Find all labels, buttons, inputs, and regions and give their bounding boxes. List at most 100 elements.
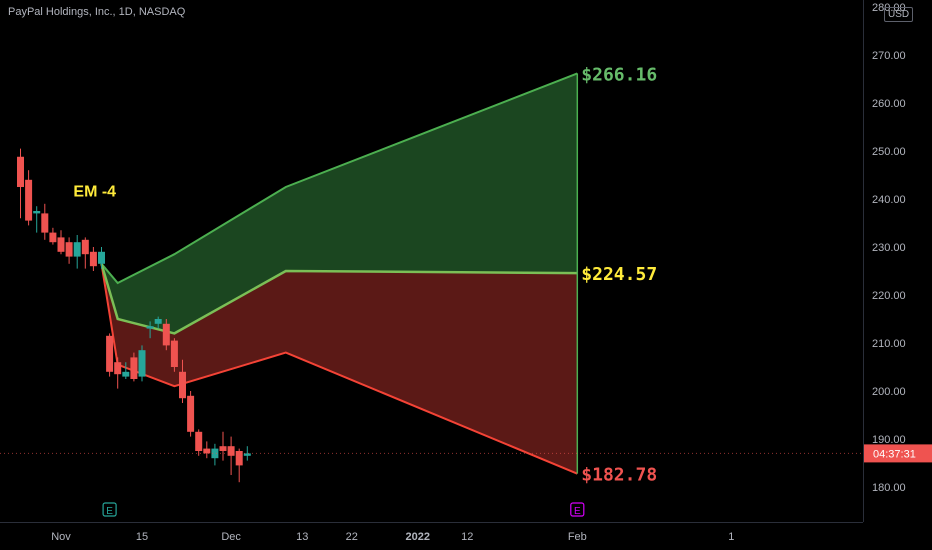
candle [73,235,81,269]
candle [219,431,227,461]
candle-body [195,431,203,451]
candle [57,230,65,255]
candle-body [81,239,89,255]
candle-body [179,371,186,399]
candle-body [211,448,219,459]
candle [146,321,154,339]
em-annotation: EM -4 [73,184,116,201]
candle [114,357,122,389]
candle [130,352,138,382]
x-tick-label: Nov [51,531,71,543]
candle [179,359,186,403]
candle [106,333,114,377]
candle [17,148,24,219]
candle-body [187,395,195,432]
chart-title: PayPal Holdings, Inc., 1D, NASDAQ [8,6,186,18]
upper-band-fill [101,73,578,334]
candle-body [227,446,235,456]
y-tick-label: 190.00 [872,434,906,446]
band-labels: EM -4 $266.16 $224.57 $182.78 [73,64,657,485]
candle [98,247,105,269]
candle [211,443,219,466]
candle [170,338,178,372]
candle [187,391,195,437]
candle [41,203,49,240]
currency-button[interactable]: USD [884,7,914,22]
candle-body [106,335,114,372]
candle [235,448,243,483]
candle [154,316,162,329]
earnings-marker: E [102,502,117,517]
x-tick-label: 2022 [406,531,430,543]
candle-body [41,213,49,233]
y-tick-label: 180.00 [872,482,906,494]
candle-body [162,323,170,346]
candle-body [130,357,138,379]
expected-move-bands [100,72,579,475]
candle-body [243,453,251,456]
y-tick-label: 210.00 [872,338,906,350]
candle [243,446,251,461]
candle-body [89,251,97,267]
lower-band-fill [101,263,578,474]
y-tick-label: 270.00 [872,50,906,62]
x-tick-label: 12 [461,531,473,543]
x-tick-label: 13 [296,531,308,543]
candle [122,362,130,379]
y-tick-label: 250.00 [872,146,906,158]
x-tick-label: 1 [728,531,734,543]
x-tick-label: 22 [346,531,358,543]
candle-body [17,156,24,187]
candle [138,345,146,382]
candle-body [33,211,41,214]
candlestick-series [17,148,251,483]
countdown-label: 04:37:31 [873,448,916,460]
candle-body [203,448,211,454]
y-tick-label: 220.00 [872,290,906,302]
candle-body [73,242,81,257]
earnings-marker-box [570,502,585,517]
earnings-marker-label: E [106,506,113,517]
y-tick-label: 260.00 [872,98,906,110]
candle [203,441,211,459]
candle [162,319,170,351]
candle [195,429,203,456]
candle-body [219,446,227,451]
y-tick-label: 280.00 [872,2,906,14]
upper-band-line [100,72,578,285]
earnings-marker: E [570,502,585,517]
mid-band-label: $224.57 [581,264,657,285]
candle-body [146,326,154,329]
candle [65,237,73,264]
candle-body [235,451,243,466]
candle-body [154,319,162,324]
candle-body [114,362,122,375]
x-tick-label: 15 [136,531,148,543]
candle [25,170,33,226]
candle [227,436,235,475]
candle-body [25,179,33,221]
candle-body [57,237,65,252]
candle-body [122,371,130,377]
candle-body [49,232,57,243]
x-tick-label: Feb [568,531,587,543]
candle-body [170,340,178,367]
candle-body [65,242,73,257]
earnings-marker-box [102,502,117,517]
earnings-marker-label: E [574,506,581,517]
candle [33,206,41,233]
y-tick-label: 230.00 [872,242,906,254]
upper-band-label: $266.16 [581,64,657,85]
mid-band-line [100,263,578,335]
x-tick-label: Dec [221,531,241,543]
lower-band-label: $182.78 [581,465,657,486]
candle-body [138,350,146,377]
current-price-tag [864,444,932,463]
candle-body [98,251,105,264]
lower-band-line [100,263,578,475]
y-tick-label: 200.00 [872,386,906,398]
candle [89,247,97,271]
candle [49,227,57,245]
